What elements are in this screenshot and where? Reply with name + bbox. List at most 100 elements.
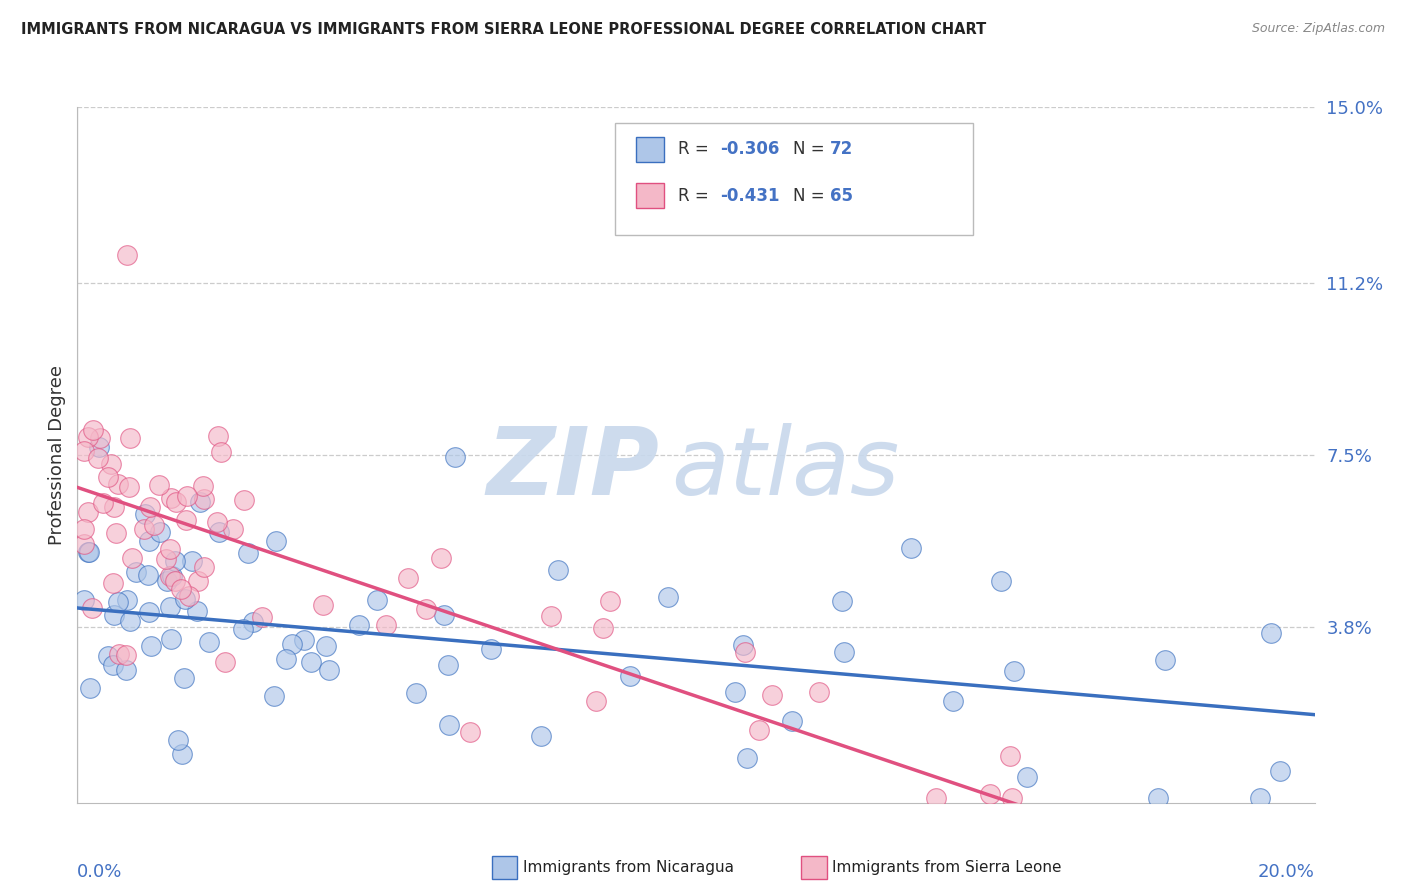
Point: [208, 524, 231, 539]
Point: [143, 518, 166, 533]
Point: [998, 748, 1021, 763]
Point: [592, 621, 614, 635]
Point: [120, 431, 142, 445]
Point: [139, 500, 162, 515]
Point: [263, 689, 285, 703]
Point: [264, 533, 287, 548]
Point: [731, 638, 754, 652]
Point: [405, 686, 427, 700]
Point: [107, 595, 129, 609]
Point: [242, 615, 264, 629]
Point: [187, 574, 209, 589]
Point: [80, 601, 103, 615]
Point: [73, 522, 96, 536]
Text: -0.431: -0.431: [720, 186, 780, 204]
Point: [89, 440, 111, 454]
Point: [124, 565, 146, 579]
Text: Immigrants from Nicaragua: Immigrants from Nicaragua: [523, 860, 734, 874]
Point: [312, 598, 335, 612]
Point: [396, 571, 419, 585]
Point: [82, 423, 104, 437]
Point: [1153, 653, 1175, 667]
Point: [540, 609, 562, 624]
Point: [433, 607, 456, 622]
Point: [437, 658, 460, 673]
Point: [900, 541, 922, 556]
Point: [91, 496, 114, 510]
Point: [1268, 764, 1291, 779]
Point: [366, 592, 388, 607]
Point: [181, 554, 204, 568]
Point: [1001, 791, 1024, 805]
Text: R =: R =: [678, 186, 714, 204]
Point: [77, 545, 100, 559]
Point: [104, 526, 127, 541]
Point: [193, 559, 215, 574]
Point: [162, 568, 184, 582]
Point: [808, 684, 831, 698]
Point: [232, 623, 254, 637]
Point: [121, 551, 143, 566]
Point: [205, 515, 228, 529]
Point: [1002, 664, 1025, 678]
Point: [114, 663, 136, 677]
Text: 0.0%: 0.0%: [77, 863, 122, 881]
Point: [97, 470, 120, 484]
Point: [735, 750, 758, 764]
Point: [103, 500, 125, 515]
Point: [177, 589, 200, 603]
Point: [97, 648, 120, 663]
Text: Source: ZipAtlas.com: Source: ZipAtlas.com: [1251, 22, 1385, 36]
Text: 65: 65: [830, 186, 853, 204]
Point: [115, 648, 138, 662]
Point: [443, 450, 465, 465]
Point: [657, 590, 679, 604]
Point: [437, 718, 460, 732]
Point: [118, 614, 141, 628]
Point: [165, 494, 187, 508]
Point: [547, 563, 569, 577]
Point: [174, 513, 197, 527]
Point: [77, 545, 100, 559]
Text: -0.306: -0.306: [720, 140, 779, 158]
Point: [159, 600, 181, 615]
Point: [1260, 626, 1282, 640]
Point: [292, 633, 315, 648]
Point: [1015, 771, 1038, 785]
Point: [375, 617, 398, 632]
Text: N =: N =: [793, 186, 830, 204]
Point: [530, 729, 553, 743]
Point: [599, 594, 621, 608]
Point: [942, 694, 965, 708]
Point: [318, 663, 340, 677]
Point: [103, 608, 125, 623]
Point: [301, 655, 323, 669]
Point: [173, 592, 195, 607]
Text: Immigrants from Sierra Leone: Immigrants from Sierra Leone: [832, 860, 1062, 874]
Point: [138, 533, 160, 548]
Point: [155, 574, 177, 588]
Text: 72: 72: [830, 140, 853, 158]
Text: ZIP: ZIP: [486, 423, 659, 515]
Point: [186, 604, 208, 618]
Point: [748, 723, 770, 737]
Point: [238, 546, 260, 560]
Point: [132, 522, 155, 536]
Point: [232, 493, 254, 508]
Point: [214, 655, 236, 669]
Text: N =: N =: [793, 140, 830, 158]
Text: atlas: atlas: [671, 424, 900, 515]
Point: [724, 685, 747, 699]
Point: [148, 478, 170, 492]
Point: [198, 635, 221, 649]
Point: [619, 669, 641, 683]
Text: IMMIGRANTS FROM NICARAGUA VS IMMIGRANTS FROM SIERRA LEONE PROFESSIONAL DEGREE CO: IMMIGRANTS FROM NICARAGUA VS IMMIGRANTS …: [21, 22, 987, 37]
Point: [479, 642, 502, 657]
Point: [170, 747, 193, 762]
Point: [173, 671, 195, 685]
Point: [281, 637, 304, 651]
Point: [115, 248, 138, 262]
Point: [188, 495, 211, 509]
Point: [134, 508, 156, 522]
Point: [155, 552, 177, 566]
